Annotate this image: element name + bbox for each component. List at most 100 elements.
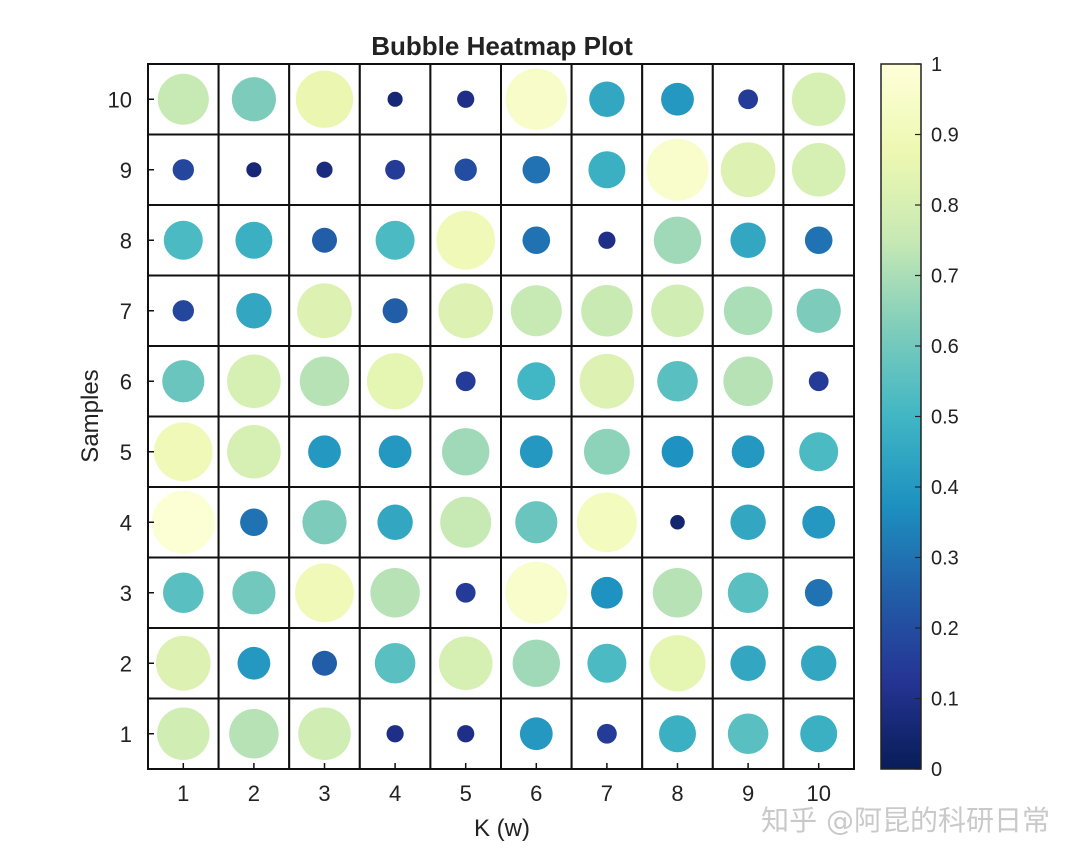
bubble-point xyxy=(308,435,341,469)
bubble-point xyxy=(387,91,403,107)
bubble-point xyxy=(370,568,420,618)
colorbar-tick-label: 0.9 xyxy=(931,125,959,147)
heatmap-cell xyxy=(429,556,502,629)
bubble-point xyxy=(438,283,494,339)
bubble-point xyxy=(153,422,213,482)
bubble-point xyxy=(172,159,194,181)
colorbar-tick-label: 1 xyxy=(931,54,942,76)
bubble-point xyxy=(808,371,829,392)
watermark: 知乎 @阿昆的科研日常 xyxy=(761,804,1050,837)
bubble-point xyxy=(801,645,837,681)
bubble-point xyxy=(597,723,617,744)
bubble-point xyxy=(649,635,706,692)
bubble-point xyxy=(519,435,553,469)
bubble-point xyxy=(661,82,694,116)
bubble-point xyxy=(652,568,703,618)
bubble-point xyxy=(374,642,416,684)
colorbar-tick-label: 0.4 xyxy=(931,477,959,499)
bubble-point xyxy=(367,353,424,410)
bubble-point xyxy=(232,571,276,615)
bubble-point xyxy=(723,356,773,406)
bubble-point xyxy=(440,496,492,548)
bubble-point xyxy=(738,89,758,110)
bubble-point xyxy=(588,151,626,189)
colorbar-tick-label: 0.7 xyxy=(931,266,959,288)
bubble-point xyxy=(519,717,553,751)
bubble-point xyxy=(312,227,337,253)
x-tick-label: 5 xyxy=(460,781,472,806)
bubble-point xyxy=(727,713,769,755)
x-tick-label: 6 xyxy=(530,781,542,806)
bubble-point xyxy=(227,354,281,409)
bubble-point xyxy=(162,360,205,403)
bubble-point xyxy=(237,646,271,680)
colorbar-tick-label: 0.2 xyxy=(931,618,959,640)
bubble-point xyxy=(316,161,333,178)
bubble-point xyxy=(723,286,773,335)
bubble-point xyxy=(670,514,685,530)
bubble-point xyxy=(236,293,272,329)
colorbar-tick-label: 0.3 xyxy=(931,548,959,570)
bubble-point xyxy=(151,490,215,554)
x-tick-label: 7 xyxy=(601,781,613,806)
colorbar-tick-label: 0 xyxy=(931,759,942,781)
colorbar-tick-label: 0.6 xyxy=(931,336,959,358)
heatmap-cell xyxy=(570,204,644,277)
y-tick-label: 10 xyxy=(108,87,132,112)
x-tick-label: 3 xyxy=(318,781,330,806)
y-tick-label: 2 xyxy=(120,651,132,676)
y-axis-ticks: 1 2 3 4 5 6 7 8 9 10 xyxy=(108,87,154,747)
x-tick-label: 9 xyxy=(742,781,754,806)
bubble-point xyxy=(442,428,490,476)
bubble-point xyxy=(515,501,558,544)
y-tick-label: 9 xyxy=(120,158,132,183)
bubble-point xyxy=(804,226,833,255)
bubble-point xyxy=(157,73,209,125)
colorbar-ticks: 0 0.1 0.2 0.3 0.4 0.5 0.6 0.7 0.8 0.9 1 xyxy=(915,54,959,781)
bubble-point xyxy=(172,300,194,322)
bubble-point xyxy=(312,650,337,676)
bubble-point xyxy=(457,725,475,743)
bubble-point xyxy=(799,432,839,472)
bubble-point xyxy=(802,505,836,539)
bubble-point xyxy=(235,221,273,259)
bubble-point xyxy=(163,572,204,614)
bubble-point xyxy=(297,283,352,339)
bubble-point xyxy=(375,220,415,260)
bubble-point xyxy=(163,220,203,260)
bubble-point xyxy=(377,504,413,540)
bubble-point xyxy=(378,435,412,469)
bubble-point xyxy=(589,81,625,117)
y-tick-label: 6 xyxy=(120,369,132,394)
bubble-point xyxy=(659,715,696,753)
bubble-point xyxy=(796,288,841,333)
bubble-point xyxy=(731,435,765,469)
bubble-point xyxy=(295,563,354,623)
x-tick-label: 4 xyxy=(389,781,401,806)
bubble-layer xyxy=(151,68,846,761)
bubble-point xyxy=(436,210,496,270)
bubble-point xyxy=(227,424,281,479)
bubble-point xyxy=(438,636,493,691)
bubble-point xyxy=(229,709,279,759)
bubble-point xyxy=(298,707,351,761)
bubble-point xyxy=(386,725,404,743)
bubble-point xyxy=(246,162,262,178)
bubble-point xyxy=(455,371,476,392)
x-axis-label: K (w) xyxy=(474,815,530,842)
bubble-point xyxy=(455,582,476,603)
y-tick-label: 4 xyxy=(120,510,132,535)
bubble-point xyxy=(299,356,350,406)
bubble-point xyxy=(791,72,846,127)
bubble-point xyxy=(584,428,630,475)
colorbar-tick-label: 0.1 xyxy=(931,689,959,711)
bubble-point xyxy=(155,635,211,691)
bubble-point xyxy=(598,231,616,249)
bubble-point xyxy=(720,142,776,198)
bubble-point xyxy=(646,138,709,201)
bubble-point xyxy=(591,576,623,609)
bubble-point xyxy=(505,561,568,624)
bubble-point xyxy=(517,362,556,401)
bubble-point xyxy=(510,285,562,337)
